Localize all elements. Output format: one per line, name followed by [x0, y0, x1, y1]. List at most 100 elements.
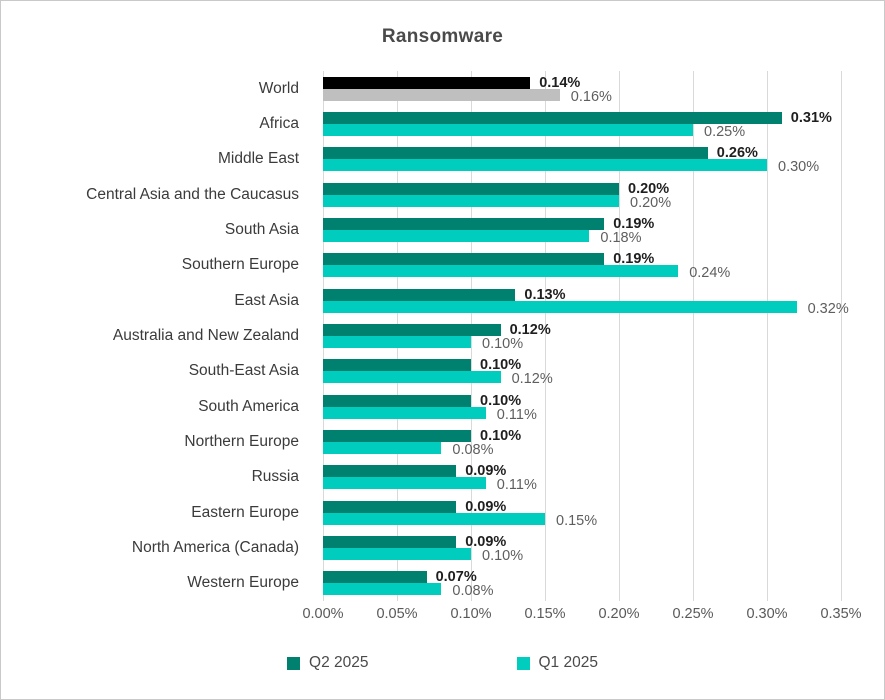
x-tick-label: 0.25% — [672, 606, 714, 622]
bar-q2 — [323, 429, 471, 442]
bar-q2 — [323, 571, 427, 584]
x-tick-label: 0.15% — [524, 606, 566, 622]
bar-q1 — [323, 477, 486, 490]
bar-q1 — [323, 229, 590, 242]
x-tick-label: 0.10% — [450, 606, 492, 622]
gridline — [471, 71, 472, 601]
x-tick-label: 0.30% — [746, 606, 788, 622]
bar-value-label: 0.24% — [689, 265, 731, 282]
bar-value-label: 0.10% — [480, 427, 522, 444]
category-label: Western Europe — [187, 574, 299, 592]
bar-q2 — [323, 323, 501, 336]
bar-value-label: 0.30% — [778, 159, 820, 176]
bar-value-label: 0.14% — [539, 74, 581, 91]
bar-value-label: 0.12% — [511, 371, 553, 388]
category-label: Middle East — [218, 150, 299, 168]
bar-q1 — [323, 194, 619, 207]
bar-value-label: 0.13% — [524, 286, 566, 303]
bar-q1 — [323, 265, 679, 278]
bar-value-label: 0.15% — [556, 512, 598, 529]
x-axis: 0.00% 0.05% 0.10% 0.15% 0.20% 0.25% 0.30% 0.35% — [302, 606, 861, 626]
bar-q1 — [323, 406, 486, 419]
bar-q1 — [323, 583, 442, 596]
bar-value-label: 0.08% — [452, 441, 494, 458]
bar-q1 — [323, 335, 471, 348]
bar-q2 — [323, 535, 457, 548]
category-label: East Asia — [234, 291, 299, 309]
bar-value-label: 0.26% — [716, 145, 758, 162]
bar-q2 — [323, 359, 471, 372]
bar-q1 — [323, 547, 471, 560]
bar-value-label: 0.10% — [480, 392, 522, 409]
bar-q2 — [323, 288, 516, 301]
chart-title: Ransomware — [381, 26, 504, 47]
bar-value-label: 0.19% — [613, 251, 655, 268]
bar-value-label: 0.10% — [480, 357, 522, 374]
gridline — [693, 71, 694, 601]
bar-q1 — [323, 371, 501, 384]
category-label: South Asia — [224, 220, 299, 238]
legend-label: Q2 2025 — [309, 654, 369, 671]
category-label: Southern Europe — [181, 256, 299, 274]
category-label: South America — [198, 397, 299, 415]
category-label: Northern Europe — [184, 432, 299, 450]
bar-value-label: 0.10% — [482, 547, 524, 564]
bar-value-label: 0.20% — [630, 194, 672, 211]
category-axis: World Africa Middle East Central Asia and t… — [1, 71, 311, 601]
legend-swatch — [516, 656, 530, 670]
bar-value-label: 0.07% — [435, 569, 477, 586]
bar-q1 — [323, 512, 545, 525]
bar-value-label: 0.32% — [807, 300, 849, 317]
bar-value-label: 0.08% — [452, 583, 494, 600]
gridline — [619, 71, 620, 601]
bar-q2 — [323, 465, 457, 478]
bar-q1 — [323, 441, 442, 454]
gridline — [841, 71, 842, 601]
bar-value-label: 0.11% — [496, 477, 537, 494]
bar-q2 — [323, 147, 708, 160]
category-label: South-East Asia — [188, 362, 299, 380]
bar-value-label: 0.09% — [465, 498, 507, 515]
category-label: Eastern Europe — [191, 503, 299, 521]
bar-q2 — [323, 111, 782, 124]
gridline — [767, 71, 768, 601]
bar-value-label: 0.18% — [600, 229, 642, 246]
bar-value-label: 0.09% — [465, 533, 507, 550]
bar-value-label: 0.20% — [628, 180, 670, 197]
category-label: Central Asia and the Caucasus — [86, 185, 299, 203]
bar-q2 — [323, 182, 619, 195]
plot-area: 0.14% 0.16% 0.31% 0.25% 0.26% 0.30% 0.20% 0.20%… — [323, 71, 849, 601]
bar-q2 — [323, 217, 605, 230]
legend-item: Q2 2025 — [287, 654, 369, 672]
bar-q1 — [323, 123, 693, 136]
bar-value-label: 0.09% — [465, 463, 507, 480]
x-tick-label: 0.20% — [598, 606, 640, 622]
bar-q2 — [323, 394, 471, 407]
category-label: Australia and New Zealand — [112, 326, 299, 344]
bar-value-label: 0.31% — [790, 109, 832, 126]
bar-q2 — [323, 500, 457, 513]
bar-q1 — [323, 300, 797, 313]
bar-q2 — [323, 76, 531, 89]
x-tick-label: 0.35% — [820, 606, 862, 622]
bar-q1 — [323, 159, 767, 172]
bar-q1 — [323, 88, 560, 101]
gridline — [545, 71, 546, 601]
bar-value-label: 0.16% — [570, 88, 612, 105]
bar-value-label: 0.10% — [482, 335, 524, 352]
category-label: World — [258, 79, 299, 97]
bar-value-label: 0.25% — [704, 123, 746, 140]
legend-item: Q1 2025 — [516, 654, 598, 672]
bar-value-label: 0.11% — [496, 406, 537, 423]
bar-value-label: 0.12% — [509, 321, 551, 338]
x-tick-label: 0.05% — [376, 606, 418, 622]
legend-swatch — [287, 656, 301, 670]
category-label: Africa — [259, 114, 299, 132]
bar-q2 — [323, 253, 605, 266]
legend-label: Q1 2025 — [538, 654, 598, 671]
x-tick-label: 0.00% — [302, 606, 344, 622]
category-label: North America (Canada) — [131, 538, 299, 556]
category-label: Russia — [251, 468, 299, 486]
legend: Q2 2025 Q1 2025 — [1, 654, 884, 672]
